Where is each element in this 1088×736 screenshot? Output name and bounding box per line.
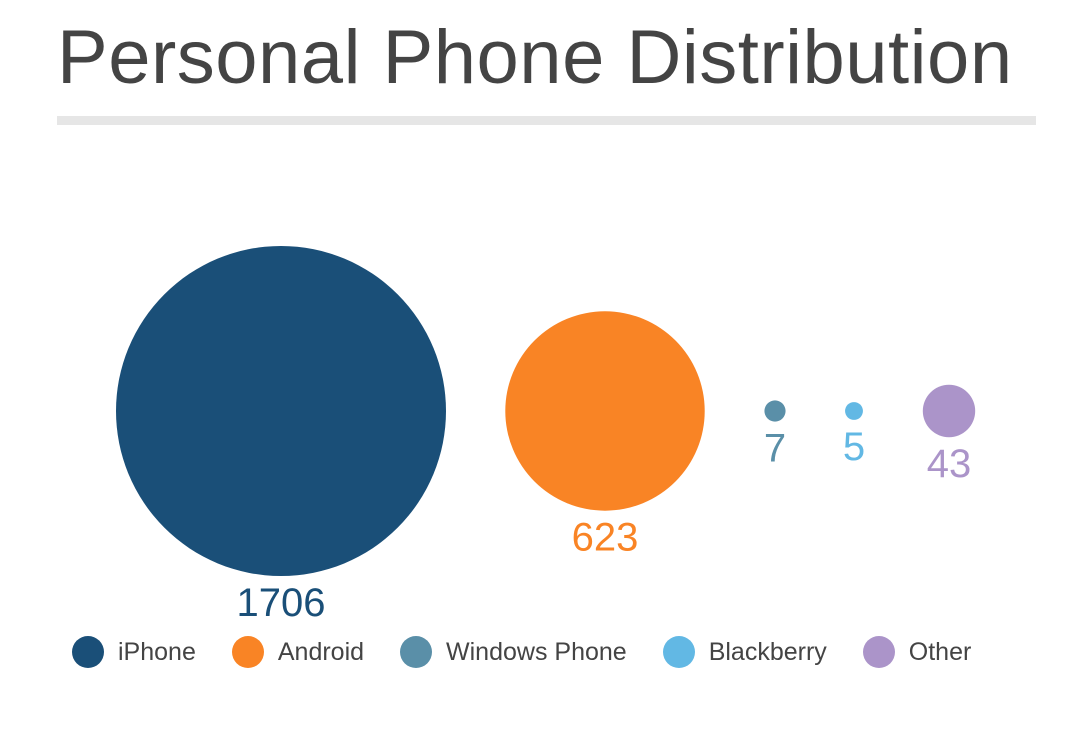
legend-item-iphone: iPhone — [72, 636, 196, 668]
bubble-blackberry — [845, 402, 863, 420]
legend-swatch-blackberry — [662, 636, 695, 668]
title-divider — [57, 116, 1036, 125]
legend-label-blackberry: Blackberry — [708, 637, 827, 666]
chart-legend: iPhone Android Windows Phone Blackberry Othe… — [72, 634, 1007, 670]
legend-label-other: Other — [908, 637, 972, 666]
legend-label-android: Android — [277, 637, 365, 666]
bubble-iphone — [116, 246, 446, 576]
value-label-android: 623 — [572, 516, 639, 560]
legend-swatch-windows-phone — [400, 636, 433, 668]
bubble-other — [922, 384, 976, 438]
value-label-blackberry: 5 — [843, 425, 865, 469]
value-label-windows-phone: 7 — [764, 427, 786, 471]
legend-item-blackberry: Blackberry — [662, 636, 827, 668]
bubble-android — [505, 311, 705, 511]
legend-swatch-iphone — [72, 636, 104, 668]
legend-item-windows-phone: Windows Phone — [400, 636, 627, 668]
chart-title: Personal Phone Distribution — [57, 15, 1013, 100]
value-label-other: 43 — [927, 442, 972, 486]
legend-label-windows-phone: Windows Phone — [446, 637, 627, 666]
bubble-windows-phone — [764, 400, 786, 422]
legend-swatch-other — [862, 636, 895, 668]
legend-label-iphone: iPhone — [118, 637, 196, 666]
legend-item-other: Other — [862, 636, 972, 668]
legend-item-android: Android — [231, 636, 365, 668]
legend-swatch-android — [231, 636, 264, 668]
value-label-iphone: 1706 — [237, 581, 326, 625]
